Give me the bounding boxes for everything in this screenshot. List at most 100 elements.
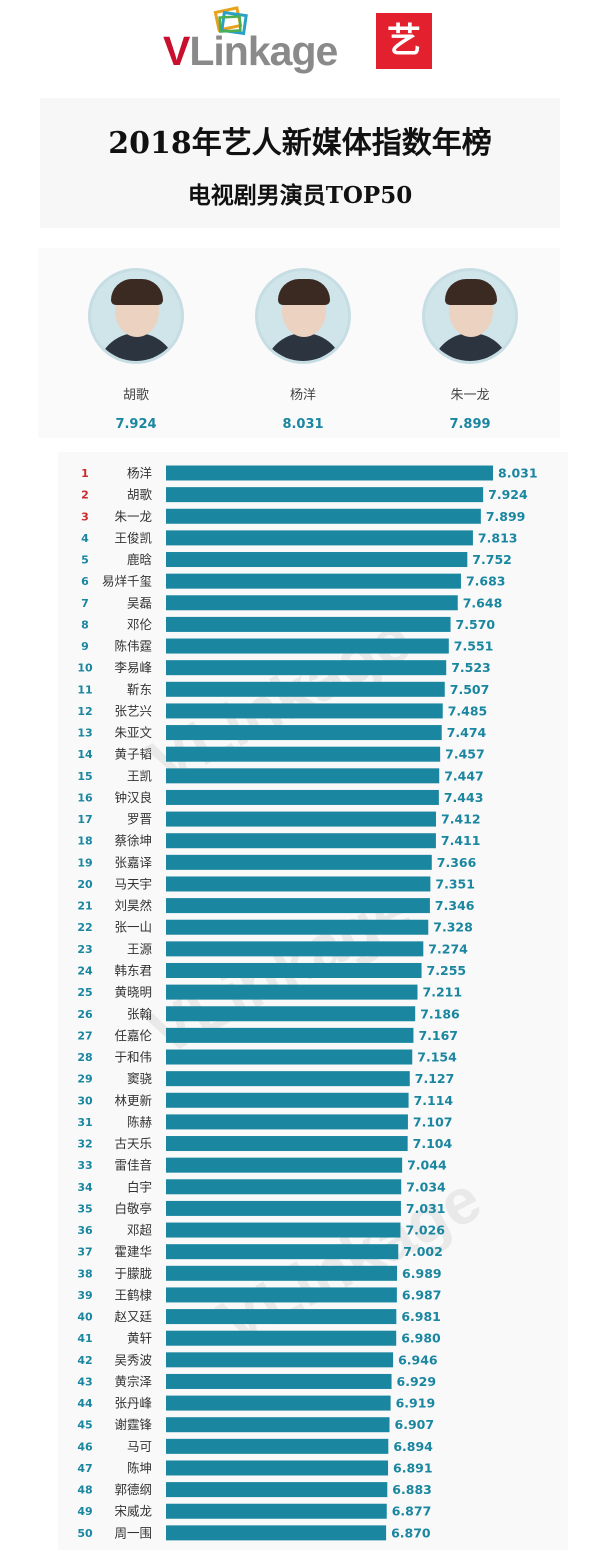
value-label: 6.946	[398, 1352, 438, 1367]
brand-logo-text: VLinkage	[163, 28, 338, 74]
rank-label: 31	[77, 1116, 92, 1129]
rank-label: 29	[77, 1073, 92, 1086]
bar	[166, 1179, 402, 1195]
bar	[166, 1525, 387, 1541]
actor-name-label: 王凯	[127, 768, 153, 783]
value-label: 7.899	[486, 509, 526, 524]
avatar	[88, 268, 184, 364]
actor-name-label: 窦骁	[127, 1071, 153, 1086]
bar	[166, 1373, 392, 1389]
actor-name-label: 陈赫	[127, 1114, 153, 1129]
page-title: 2018年艺人新媒体指数年榜	[108, 126, 492, 161]
bar	[166, 616, 451, 632]
rank-label: 2	[81, 489, 89, 502]
actor-name-label: 于朦胧	[114, 1266, 152, 1281]
rank-label: 13	[77, 727, 92, 740]
yi-badge-logo: 艺	[376, 13, 432, 69]
value-label: 6.919	[396, 1396, 436, 1411]
actor-name-label: 于和伟	[114, 1050, 152, 1065]
bar	[166, 789, 439, 805]
avatar	[255, 268, 351, 364]
bar	[166, 1222, 401, 1238]
bar	[166, 1438, 389, 1454]
rank-label: 17	[77, 813, 92, 826]
rank-label: 9	[81, 640, 89, 653]
rank-label: 26	[77, 1008, 93, 1021]
value-label: 7.485	[448, 703, 488, 718]
actor-name-label: 张丹峰	[114, 1396, 152, 1411]
value-label: 7.031	[406, 1201, 446, 1216]
value-label: 7.274	[428, 941, 468, 956]
bar	[166, 984, 418, 1000]
bar	[166, 941, 424, 957]
bar	[166, 1049, 413, 1065]
value-label: 7.443	[444, 790, 484, 805]
actor-name-label: 雷佳音	[114, 1158, 152, 1173]
actor-name-label: 吴秀波	[114, 1352, 152, 1367]
bar	[166, 660, 447, 676]
rank-label: 49	[77, 1505, 92, 1518]
bar	[166, 898, 430, 914]
actor-name-label: 易烊千玺	[102, 574, 152, 589]
rank-label: 22	[77, 921, 92, 934]
actor-name-label: 黄轩	[127, 1331, 152, 1346]
vlinkage-logo-mark-icon	[213, 6, 248, 36]
rank-label: 40	[77, 1311, 93, 1324]
top3-card-second: 胡歌 7.924	[66, 268, 206, 432]
bar	[166, 1027, 414, 1043]
bar	[166, 595, 458, 611]
top3-value: 7.899	[449, 417, 491, 432]
bar	[166, 465, 493, 481]
bar	[166, 1157, 403, 1173]
value-label: 7.752	[472, 552, 512, 567]
bar	[166, 1200, 401, 1216]
actor-name-label: 张翰	[127, 1006, 153, 1021]
actor-name-label: 宋威龙	[114, 1504, 152, 1519]
value-label: 6.870	[391, 1525, 431, 1540]
value-label: 7.507	[450, 682, 490, 697]
rank-label: 42	[77, 1354, 92, 1367]
actor-name-label: 霍建华	[114, 1244, 152, 1259]
value-label: 6.981	[401, 1309, 441, 1324]
rank-label: 20	[77, 878, 93, 891]
actor-name-label: 白宇	[127, 1179, 152, 1194]
value-label: 6.883	[392, 1482, 432, 1497]
rank-label: 10	[77, 662, 93, 675]
value-label: 8.031	[498, 466, 538, 481]
page-subtitle: 电视剧男演员TOP50	[187, 182, 413, 209]
bar	[166, 1417, 390, 1433]
actor-name-label: 古天乐	[114, 1136, 152, 1151]
bar	[166, 703, 443, 719]
value-label: 7.523	[451, 660, 491, 675]
bar	[166, 746, 441, 762]
top3-card-third: 朱一龙 7.899	[400, 268, 540, 432]
value-label: 7.411	[441, 833, 481, 848]
bar	[166, 725, 442, 741]
actor-name-label: 黄晓明	[114, 985, 152, 1000]
bar	[166, 1287, 397, 1303]
bar	[166, 876, 431, 892]
value-label: 7.570	[456, 617, 496, 632]
rank-label: 30	[77, 1094, 93, 1107]
rank-label: 47	[77, 1462, 92, 1475]
value-label: 7.154	[417, 1050, 457, 1065]
value-label: 7.457	[445, 747, 485, 762]
value-label: 7.186	[420, 1006, 460, 1021]
value-label: 7.026	[405, 1223, 445, 1238]
actor-name-label: 赵又廷	[114, 1309, 152, 1324]
actor-name-label: 张艺兴	[114, 703, 152, 718]
rank-label: 50	[77, 1527, 93, 1540]
actor-name-label: 朱亚文	[114, 725, 152, 740]
value-label: 7.813	[478, 530, 518, 545]
value-label: 7.114	[414, 1093, 454, 1108]
actor-name-label: 王俊凯	[114, 530, 152, 545]
actor-name-label: 罗晋	[127, 812, 152, 827]
rank-label: 34	[77, 1181, 93, 1194]
top3-card-first: 杨洋 8.031	[233, 268, 373, 432]
top3-name: 朱一龙	[450, 388, 490, 403]
value-label: 7.104	[413, 1136, 453, 1151]
rank-label: 46	[77, 1440, 93, 1453]
actor-name-label: 林更新	[114, 1093, 152, 1108]
rank-label: 19	[77, 856, 92, 869]
bar	[166, 1114, 408, 1130]
